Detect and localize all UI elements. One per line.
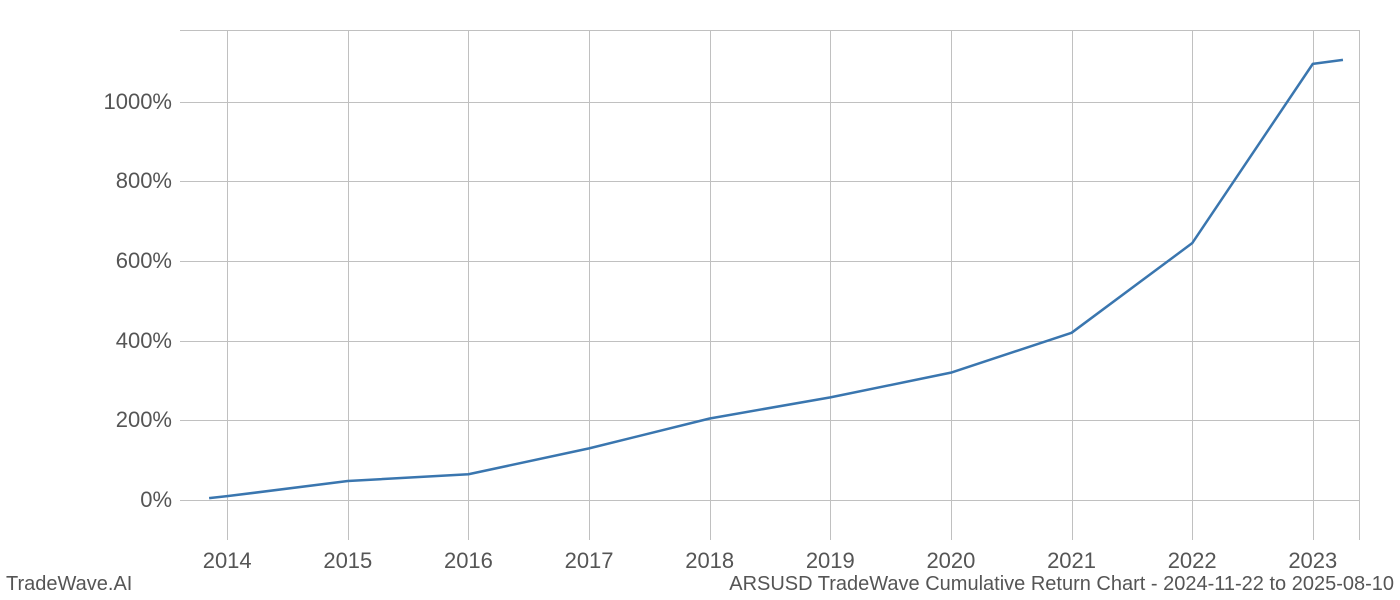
return-line: [209, 60, 1343, 498]
y-tick-label: 1000%: [72, 89, 172, 115]
x-tick-label: 2015: [323, 548, 372, 574]
x-tick-label: 2016: [444, 548, 493, 574]
x-tick-label: 2017: [565, 548, 614, 574]
y-tick-label: 400%: [72, 328, 172, 354]
x-tick-label: 2014: [203, 548, 252, 574]
y-tick-label: 600%: [72, 248, 172, 274]
footer-brand: TradeWave.AI: [6, 573, 132, 596]
y-tick-label: 800%: [72, 168, 172, 194]
x-tick-label: 2019: [806, 548, 855, 574]
x-tick-label: 2020: [926, 548, 975, 574]
footer-caption: ARSUSD TradeWave Cumulative Return Chart…: [729, 573, 1394, 596]
x-tick-label: 2021: [1047, 548, 1096, 574]
x-tick-label: 2018: [685, 548, 734, 574]
x-tick-label: 2023: [1288, 548, 1337, 574]
y-tick-label: 0%: [72, 487, 172, 513]
line-series: [180, 30, 1360, 540]
y-tick-label: 200%: [72, 407, 172, 433]
x-tick-label: 2022: [1168, 548, 1217, 574]
chart-plot-area: [180, 30, 1360, 540]
